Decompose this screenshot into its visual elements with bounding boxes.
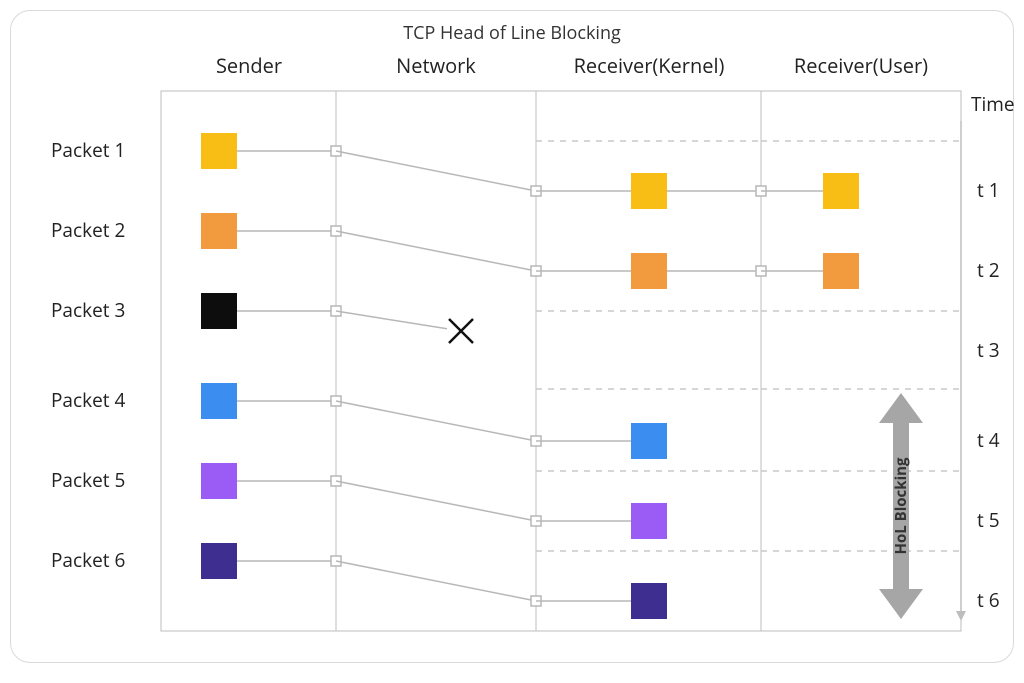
- row-label-4: Packet 4: [51, 387, 125, 413]
- packet-sender-6: [201, 543, 237, 579]
- row-label-6: Packet 6: [51, 547, 125, 573]
- col-header-kernel: Receiver(Kernel): [574, 52, 725, 79]
- row-label-2: Packet 2: [51, 217, 125, 243]
- col-header-network: Network: [396, 52, 476, 79]
- row-label-5: Packet 5: [51, 467, 125, 493]
- time-label-2: t 2: [977, 257, 1000, 283]
- time-label-1: t 1: [977, 177, 1000, 203]
- time-label-5: t 5: [977, 507, 1000, 533]
- diagram-svg: Sender Network Receiver(Kernel) Receiver(Us…: [11, 11, 1015, 664]
- packet-sender-5: [201, 463, 237, 499]
- diagram-title: TCP Head of Line Blocking: [11, 21, 1013, 45]
- diagram-card: TCP Head of Line Blocking Sender Network R…: [10, 10, 1014, 663]
- time-label-6: t 6: [977, 587, 1000, 613]
- time-label-4: t 4: [977, 427, 1000, 453]
- col-header-user: Receiver(User): [794, 52, 928, 79]
- packet-kernel-5: [631, 503, 667, 539]
- row-label-1: Packet 1: [51, 137, 125, 163]
- packet-kernel-4: [631, 423, 667, 459]
- packet-sender-4: [201, 383, 237, 419]
- grid-border: [161, 91, 961, 631]
- row-label-3: Packet 3: [51, 297, 125, 323]
- col-header-sender: Sender: [216, 52, 282, 79]
- packet-sender-2: [201, 213, 237, 249]
- time-arrow-head: [956, 611, 966, 621]
- conn-network-kernel-6: [336, 561, 536, 601]
- packet-kernel-2: [631, 253, 667, 289]
- packet-sender-1: [201, 133, 237, 169]
- packet-sender-3: [201, 293, 237, 329]
- packet-user-1: [823, 173, 859, 209]
- conn-network-kernel-4: [336, 401, 536, 441]
- conn-network-kernel-2: [336, 231, 536, 271]
- time-label-3: t 3: [977, 337, 1000, 363]
- hol-blocking-label: HoL Blocking: [891, 457, 911, 555]
- packet-kernel-1: [631, 173, 667, 209]
- conn-network-kernel-1: [336, 151, 536, 191]
- conn-network-drop-3: [336, 311, 447, 329]
- conn-network-kernel-5: [336, 481, 536, 521]
- time-axis-label: Time: [971, 91, 1015, 117]
- packet-user-2: [823, 253, 859, 289]
- packet-kernel-6: [631, 583, 667, 619]
